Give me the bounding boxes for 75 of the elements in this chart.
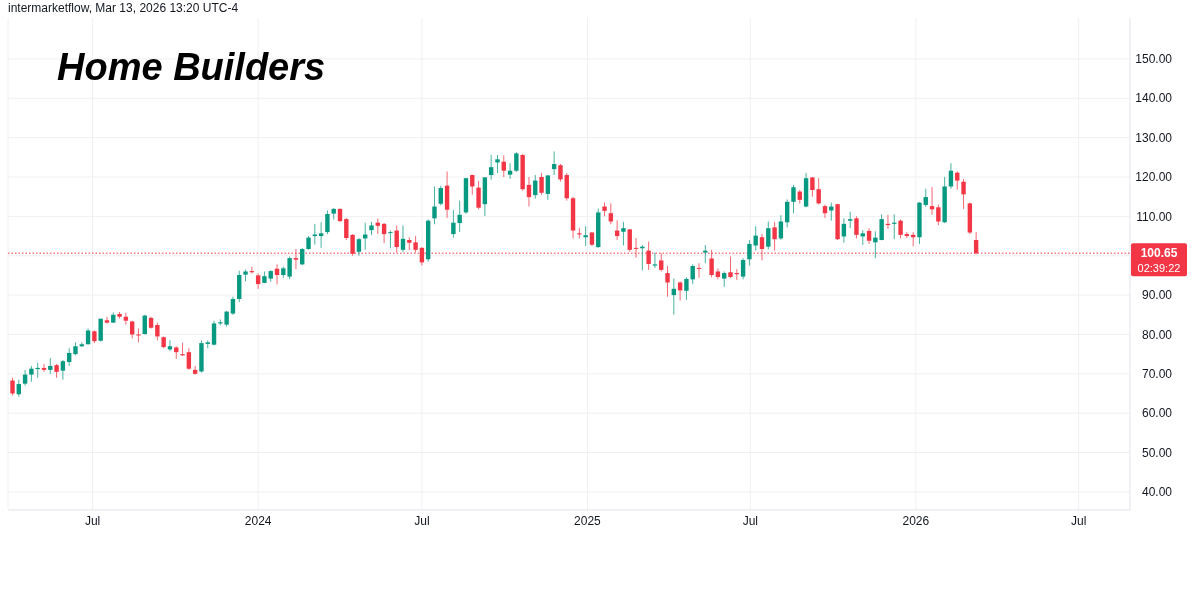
- text: intermarketflow, Mar 13, 2026 13:20 UTC-4: [8, 1, 239, 15]
- y-tick-label: 150.00: [1135, 52, 1173, 67]
- candlestick: [766, 220, 771, 250]
- text: 02:39:22: [1137, 262, 1181, 275]
- candlestick: [715, 267, 721, 280]
- candlestick: [363, 222, 368, 251]
- candlestick: [696, 262, 702, 279]
- candlestick: [35, 362, 40, 379]
- candlestick: [728, 256, 733, 279]
- candlestick: [539, 172, 544, 196]
- y-tick-label: 70.00: [1141, 367, 1173, 382]
- y-tick-label: 50.00: [1141, 445, 1173, 460]
- candlestick: [60, 359, 66, 381]
- candlestick: [923, 188, 928, 208]
- candlestick: [501, 154, 506, 178]
- candlestick: [476, 180, 481, 210]
- x-tick-label: Jul: [1071, 514, 1087, 528]
- y-tick-label: 120.00: [1135, 170, 1173, 185]
- x-tick-label: 2026: [902, 514, 930, 528]
- x-tick-label: Jul: [742, 514, 758, 528]
- candlestick: [545, 174, 551, 201]
- candlestick: [507, 162, 513, 180]
- y-tick-label: 90.00: [1141, 288, 1173, 303]
- y-tick-label: 60.00: [1141, 406, 1173, 421]
- y-tick-label: 130.00: [1135, 130, 1173, 145]
- candlestick: [230, 296, 236, 316]
- candlestick: [123, 312, 129, 326]
- candlestick: [621, 221, 626, 246]
- x-tick-label: Jul: [84, 514, 101, 528]
- candlestick: [684, 276, 689, 301]
- candlestick: [293, 248, 299, 270]
- candlestick: [564, 172, 569, 202]
- candlestick: [747, 239, 752, 267]
- x-tick-label: 2024: [244, 514, 272, 528]
- candlestick: [772, 221, 777, 252]
- candlestick: [488, 154, 494, 181]
- candlestick: [791, 184, 796, 214]
- ref-line-label: 100.65: [1140, 246, 1178, 261]
- candlestick: [898, 219, 903, 239]
- candlestick: [211, 320, 217, 346]
- candlestick: [936, 204, 941, 226]
- candlestick: [703, 244, 708, 264]
- candlestick: [255, 272, 261, 290]
- candlestick: [312, 223, 318, 246]
- candlestick: [438, 185, 443, 206]
- candlestick: [192, 365, 198, 376]
- y-tick-label: 40.00: [1141, 485, 1173, 500]
- candlestick: [854, 215, 859, 239]
- y-tick-label: 110.00: [1136, 209, 1173, 224]
- candlestick: [778, 214, 784, 241]
- x-tick-label: Jul: [414, 514, 430, 528]
- candlestick: [961, 178, 966, 210]
- candlestick: [457, 200, 462, 233]
- candlestick: [186, 347, 192, 371]
- candlestick: [451, 209, 456, 239]
- candlestick: [514, 151, 519, 173]
- candlestick: [822, 204, 828, 219]
- y-tick-label: 140.00: [1135, 91, 1173, 106]
- candlestick: [180, 342, 185, 357]
- candlestick: [677, 280, 683, 302]
- x-tick-label: 2025: [574, 514, 602, 528]
- candlestick: [394, 224, 399, 254]
- candlestick: [955, 170, 960, 191]
- candlestick: [753, 225, 758, 252]
- candlestick: [740, 257, 746, 280]
- candlestick: [665, 265, 670, 298]
- y-tick-label: 80.00: [1141, 327, 1173, 342]
- candlestick: [325, 209, 330, 235]
- candlestick: [495, 154, 500, 174]
- candlestick: [432, 185, 437, 225]
- candlestick: [318, 221, 324, 249]
- candlestick: [400, 224, 406, 253]
- text: Home Builders: [57, 46, 326, 88]
- candlestick: [652, 252, 658, 269]
- candlestick: [583, 225, 588, 247]
